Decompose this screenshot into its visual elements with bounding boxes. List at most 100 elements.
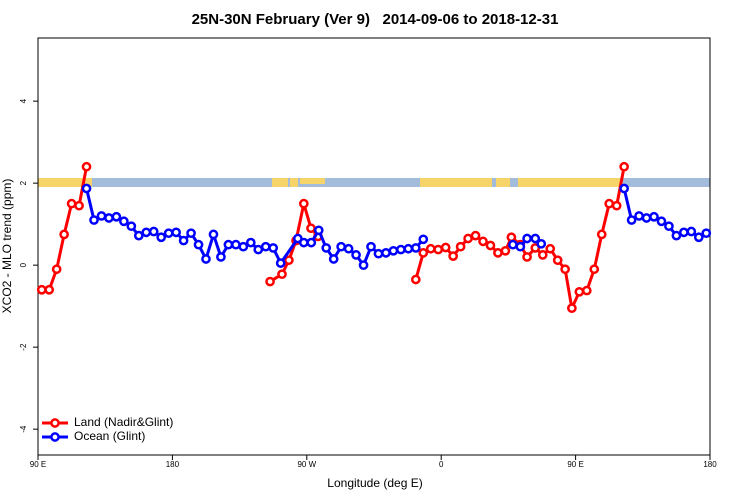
point	[515, 241, 526, 252]
point	[418, 234, 429, 245]
point	[74, 200, 84, 211]
point	[619, 161, 629, 172]
point	[265, 276, 275, 287]
y-tick-label: -4	[19, 425, 28, 433]
point	[186, 228, 196, 239]
point	[560, 264, 570, 275]
point	[216, 252, 226, 262]
land-strip	[272, 178, 288, 187]
point	[245, 237, 256, 248]
point	[433, 244, 444, 255]
point	[358, 260, 369, 271]
point	[284, 255, 294, 266]
point	[275, 258, 286, 268]
point	[686, 226, 697, 237]
point	[208, 229, 219, 240]
point	[321, 243, 332, 253]
ocean-strip	[38, 178, 710, 187]
point	[485, 240, 496, 251]
point	[178, 235, 189, 246]
point	[701, 228, 712, 239]
point	[506, 232, 517, 243]
point	[36, 284, 47, 295]
land-strip	[420, 178, 492, 187]
legend-label: Ocean (Glint)	[74, 429, 145, 443]
point	[66, 198, 77, 209]
land-ocean-strip	[38, 178, 710, 187]
point	[104, 213, 114, 223]
point	[545, 243, 556, 254]
point	[81, 161, 92, 172]
point	[418, 248, 429, 258]
point	[589, 264, 600, 275]
point	[119, 216, 129, 227]
land-strip	[290, 178, 298, 187]
point	[81, 183, 92, 194]
point	[581, 285, 592, 296]
point	[649, 211, 659, 222]
point	[277, 269, 287, 280]
land-strip	[38, 178, 92, 187]
y-tick-label: 2	[19, 180, 28, 185]
y-tick-label: -2	[19, 343, 28, 351]
point	[574, 286, 585, 297]
point	[641, 213, 652, 223]
point	[201, 254, 211, 264]
land-strip	[300, 178, 325, 184]
point	[298, 237, 309, 248]
point	[223, 239, 234, 250]
point	[455, 241, 466, 252]
point	[493, 248, 503, 258]
y-axis-label: XCO2 - MLO trend (ppm)	[0, 179, 14, 314]
land-strip	[518, 178, 620, 187]
point	[425, 243, 436, 254]
point	[552, 255, 563, 266]
y-tick-label: 4	[19, 98, 28, 103]
point	[268, 243, 279, 253]
point	[611, 200, 622, 211]
point	[604, 198, 615, 209]
x-tick-label: 90 E	[30, 460, 46, 469]
point	[619, 183, 629, 194]
point	[522, 252, 532, 262]
point	[133, 230, 144, 241]
point	[298, 198, 309, 209]
point	[126, 221, 137, 232]
legend-label: Land (Nadir&Glint)	[74, 415, 173, 429]
point	[626, 215, 637, 225]
point	[306, 223, 316, 234]
point	[530, 233, 541, 244]
x-tick-label: 90 E	[567, 460, 583, 469]
point	[156, 232, 167, 243]
point	[679, 227, 689, 238]
point	[567, 303, 577, 314]
point	[403, 243, 414, 254]
point	[664, 221, 674, 232]
x-tick-label: 90 W	[297, 460, 316, 469]
point	[373, 248, 384, 259]
point	[44, 284, 55, 295]
x-tick-label: 0	[439, 460, 444, 469]
point	[448, 251, 458, 261]
land-strip	[496, 178, 510, 187]
point	[656, 216, 667, 227]
x-tick-label: 180	[703, 460, 717, 469]
point	[96, 211, 107, 221]
legend-marker	[50, 418, 60, 428]
point	[410, 274, 421, 285]
x-tick-label: 180	[166, 460, 180, 469]
plot-frame	[37, 37, 711, 456]
point	[366, 241, 376, 252]
point	[253, 244, 264, 255]
point	[171, 227, 181, 238]
x-axis-label: Longitude (deg E)	[327, 476, 422, 490]
point	[59, 229, 69, 240]
point	[148, 226, 159, 237]
point	[351, 250, 361, 260]
point	[500, 245, 511, 256]
point	[141, 227, 152, 238]
point	[381, 248, 391, 258]
point	[238, 241, 249, 252]
point	[336, 241, 346, 252]
point	[634, 211, 644, 221]
